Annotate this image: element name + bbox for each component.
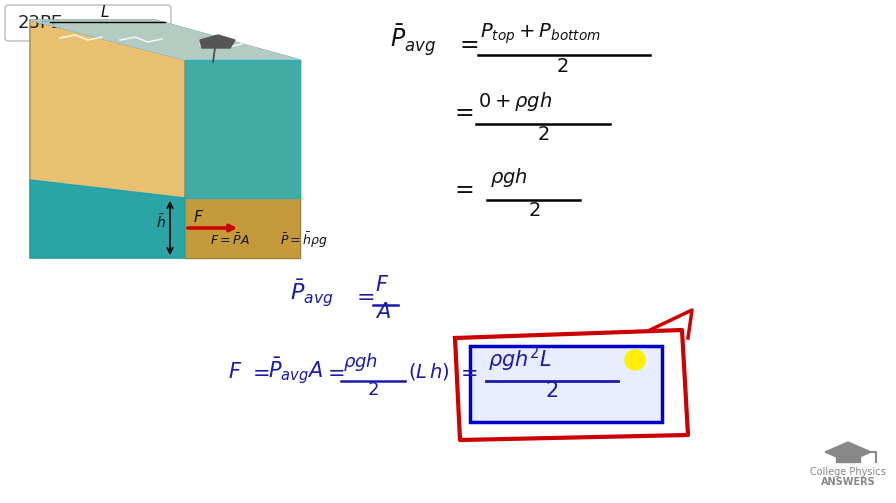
Text: $=$: $=$ [455, 31, 478, 55]
Text: $\bar{P}_{avg} A$: $\bar{P}_{avg} A$ [268, 356, 323, 387]
Text: $=$: $=$ [352, 286, 375, 306]
Polygon shape [836, 452, 860, 462]
Circle shape [625, 350, 645, 370]
FancyBboxPatch shape [470, 346, 662, 422]
Text: ANSWERS: ANSWERS [821, 477, 875, 487]
Text: $\bar{P}_{avg}$: $\bar{P}_{avg}$ [290, 277, 333, 309]
Polygon shape [30, 180, 185, 258]
Text: $2$: $2$ [528, 201, 540, 220]
Text: $=$: $=$ [450, 176, 474, 200]
Polygon shape [30, 180, 185, 258]
Text: $2$: $2$ [537, 125, 549, 144]
Text: $(L\,h)$: $(L\,h)$ [408, 362, 450, 382]
Polygon shape [825, 442, 871, 462]
Text: $\rho g h$: $\rho g h$ [490, 166, 528, 189]
Text: $\bar{P}_{avg}$: $\bar{P}_{avg}$ [390, 23, 436, 58]
Polygon shape [30, 20, 300, 60]
Text: $=$: $=$ [450, 99, 474, 123]
Text: $2$: $2$ [367, 381, 379, 399]
Text: $\rho g h$: $\rho g h$ [343, 351, 378, 373]
Text: $=$: $=$ [456, 362, 478, 382]
Text: $F$: $F$ [228, 362, 242, 382]
Polygon shape [185, 60, 300, 258]
Text: $=$: $=$ [323, 362, 344, 382]
Text: $\bar{P} = \bar{h}\rho g$: $\bar{P} = \bar{h}\rho g$ [280, 230, 328, 250]
FancyBboxPatch shape [5, 5, 171, 41]
Text: $F$: $F$ [193, 209, 204, 225]
Text: $L$: $L$ [100, 4, 110, 20]
Text: $P_{top} + P_{bottom}$: $P_{top} + P_{bottom}$ [480, 22, 601, 46]
Text: $=$: $=$ [248, 362, 270, 382]
Polygon shape [200, 35, 235, 48]
Text: $F = \bar{P}A$: $F = \bar{P}A$ [210, 232, 250, 248]
Text: $0 + \rho g h$: $0 + \rho g h$ [478, 90, 552, 113]
Polygon shape [30, 20, 300, 60]
Text: $A$: $A$ [375, 302, 391, 322]
Polygon shape [30, 20, 185, 258]
Text: $2$: $2$ [556, 57, 568, 76]
Text: $F$: $F$ [375, 275, 389, 295]
Polygon shape [185, 60, 300, 198]
Text: $\bar{h}$: $\bar{h}$ [156, 213, 166, 231]
Text: 23PE: 23PE [18, 14, 63, 32]
Text: College Physics: College Physics [810, 467, 886, 477]
Text: $2$: $2$ [545, 381, 558, 401]
Text: $\rho g h^2 L$: $\rho g h^2 L$ [488, 345, 552, 374]
